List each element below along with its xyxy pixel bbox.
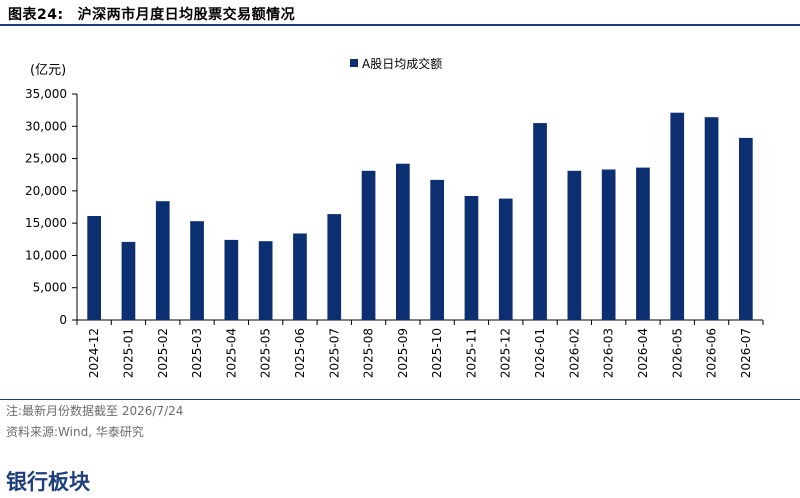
bar-2026-01 <box>533 123 547 320</box>
bar-2026-07 <box>739 137 753 320</box>
bar-2025-04 <box>224 239 239 320</box>
bar-2026-03 <box>601 169 616 320</box>
bar-2025-09 <box>396 163 410 320</box>
bar-2025-12 <box>498 198 513 320</box>
y-tick-label: 35,000 <box>25 87 67 101</box>
bar-2025-07 <box>327 214 342 320</box>
y-tick-label: 30,000 <box>25 119 67 133</box>
bar-2026-05 <box>670 112 685 320</box>
figure-label: 图表24: <box>8 7 64 23</box>
y-unit-label: (亿元) <box>30 63 66 78</box>
x-tick-label: 2025-03 <box>190 328 204 378</box>
axes <box>72 93 764 325</box>
y-tick-label: 5,000 <box>33 281 67 295</box>
y-tick-labels: 0 5,000 10,000 15,000 20,000 25,000 30,000 35,0… <box>25 87 67 327</box>
legend-label: A股日均成交额 <box>362 56 442 71</box>
figure-title: 图表24: 沪深两市月度日均股票交易额情况 <box>8 4 295 24</box>
bar-2025-08 <box>361 170 376 320</box>
x-tick-label: 2026-03 <box>602 328 616 378</box>
x-tick-label: 2026-04 <box>636 328 650 378</box>
bar-2025-02 <box>155 201 170 320</box>
x-tick-label: 2025-01 <box>121 328 135 378</box>
bar-2025-10 <box>430 179 444 320</box>
x-tick-label: 2025-06 <box>293 328 307 378</box>
top-rule <box>0 24 800 26</box>
x-tick-label: 2025-10 <box>430 328 444 378</box>
x-tick-label: 2025-05 <box>259 328 273 378</box>
y-tick-label: 0 <box>59 313 67 327</box>
x-tick-label: 2025-08 <box>362 328 376 378</box>
bar-2026-06 <box>704 117 719 320</box>
x-tick-label: 2025-09 <box>396 328 410 378</box>
legend: A股日均成交额 <box>350 56 442 71</box>
bar-2024-12 <box>87 216 101 320</box>
bar-2026-04 <box>636 167 650 320</box>
x-tick-label: 2025-02 <box>156 328 170 378</box>
bar-2025-06 <box>293 233 307 320</box>
y-tick-label: 20,000 <box>25 184 67 198</box>
x-tick-labels: 2024-12 2025-01 2025-02 2025-03 2025-04 2025-… <box>87 328 753 378</box>
x-tick-label: 2024-12 <box>87 328 101 378</box>
section-title: 银行板块 <box>6 469 90 494</box>
x-tick-label: 2025-07 <box>327 328 341 378</box>
x-tick-label: 2025-04 <box>224 328 238 378</box>
bar-chart: (亿元) A股日均成交额 0 5,000 10,000 15,000 20,000 25,… <box>25 56 764 378</box>
x-tick-label: 2026-05 <box>670 328 684 378</box>
source-note: 资料来源:Wind, 华泰研究 <box>6 425 144 439</box>
data-note: 注:最新月份数据截至 2026/7/24 <box>6 404 184 418</box>
x-tick-label: 2026-01 <box>533 328 547 378</box>
bar-2026-02 <box>567 170 582 320</box>
y-tick-label: 10,000 <box>25 248 67 262</box>
bottom-rule <box>0 399 800 400</box>
x-tick-label: 2025-11 <box>464 328 478 378</box>
bar-2025-11 <box>464 196 479 320</box>
x-tick-label: 2026-07 <box>739 328 753 378</box>
bar-2025-03 <box>190 221 204 320</box>
bar-2025-05 <box>258 241 273 320</box>
figure-title-text: 沪深两市月度日均股票交易额情况 <box>77 7 296 23</box>
bars <box>87 112 753 320</box>
x-tick-label: 2026-02 <box>567 328 581 378</box>
bar-2025-01 <box>121 241 136 320</box>
x-tick-label: 2026-06 <box>705 328 719 378</box>
y-tick-label: 15,000 <box>25 216 67 230</box>
y-tick-label: 25,000 <box>25 152 67 166</box>
legend-swatch <box>350 59 358 67</box>
x-tick-label: 2025-12 <box>499 328 513 378</box>
